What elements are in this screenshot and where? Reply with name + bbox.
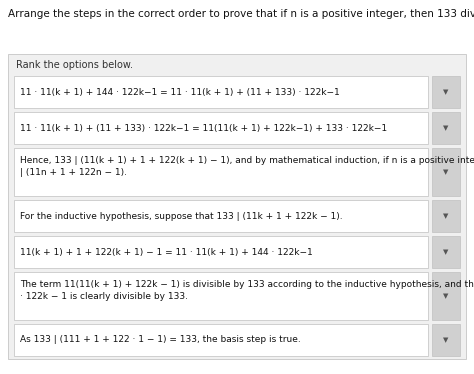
FancyBboxPatch shape bbox=[14, 324, 428, 356]
FancyBboxPatch shape bbox=[432, 324, 460, 356]
Text: 11(k + 1) + 1 + 122(k + 1) − 1 = 11 · 11(k + 1) + 144 · 122k−1: 11(k + 1) + 1 + 122(k + 1) − 1 = 11 · 11… bbox=[20, 248, 313, 257]
FancyBboxPatch shape bbox=[432, 236, 460, 268]
Text: ▼: ▼ bbox=[443, 169, 449, 175]
FancyBboxPatch shape bbox=[432, 112, 460, 144]
FancyBboxPatch shape bbox=[432, 76, 460, 108]
FancyBboxPatch shape bbox=[14, 272, 428, 320]
FancyBboxPatch shape bbox=[14, 76, 428, 108]
Text: The term 11(11(k + 1) + 122k − 1) is divisible by 133 according to the inductive: The term 11(11(k + 1) + 122k − 1) is div… bbox=[20, 280, 474, 301]
Text: As 133 | (111 + 1 + 122 · 1 − 1) = 133, the basis step is true.: As 133 | (111 + 1 + 122 · 1 − 1) = 133, … bbox=[20, 335, 301, 344]
Text: 11 · 11(k + 1) + 144 · 122k−1 = 11 · 11(k + 1) + (11 + 133) · 122k−1: 11 · 11(k + 1) + 144 · 122k−1 = 11 · 11(… bbox=[20, 88, 340, 96]
FancyBboxPatch shape bbox=[432, 148, 460, 196]
Text: Arrange the steps in the correct order to prove that if n is a positive integer,: Arrange the steps in the correct order t… bbox=[8, 9, 474, 19]
Text: For the inductive hypothesis, suppose that 133 | (11k + 1 + 122k − 1).: For the inductive hypothesis, suppose th… bbox=[20, 212, 343, 221]
FancyBboxPatch shape bbox=[432, 200, 460, 232]
Text: ▼: ▼ bbox=[443, 213, 449, 219]
Text: Rank the options below.: Rank the options below. bbox=[16, 60, 133, 70]
FancyBboxPatch shape bbox=[14, 200, 428, 232]
Text: ▼: ▼ bbox=[443, 125, 449, 131]
Text: ▼: ▼ bbox=[443, 337, 449, 343]
FancyBboxPatch shape bbox=[432, 272, 460, 320]
FancyBboxPatch shape bbox=[8, 54, 466, 359]
Text: ▼: ▼ bbox=[443, 249, 449, 255]
FancyBboxPatch shape bbox=[14, 236, 428, 268]
Text: ▼: ▼ bbox=[443, 89, 449, 95]
Text: ▼: ▼ bbox=[443, 293, 449, 299]
Text: 11 · 11(k + 1) + (11 + 133) · 122k−1 = 11(11(k + 1) + 122k−1) + 133 · 122k−1: 11 · 11(k + 1) + (11 + 133) · 122k−1 = 1… bbox=[20, 123, 387, 132]
FancyBboxPatch shape bbox=[14, 148, 428, 196]
FancyBboxPatch shape bbox=[14, 112, 428, 144]
Text: Hence, 133 | (11(k + 1) + 1 + 122(k + 1) − 1), and by mathematical induction, if: Hence, 133 | (11(k + 1) + 1 + 122(k + 1)… bbox=[20, 156, 474, 177]
